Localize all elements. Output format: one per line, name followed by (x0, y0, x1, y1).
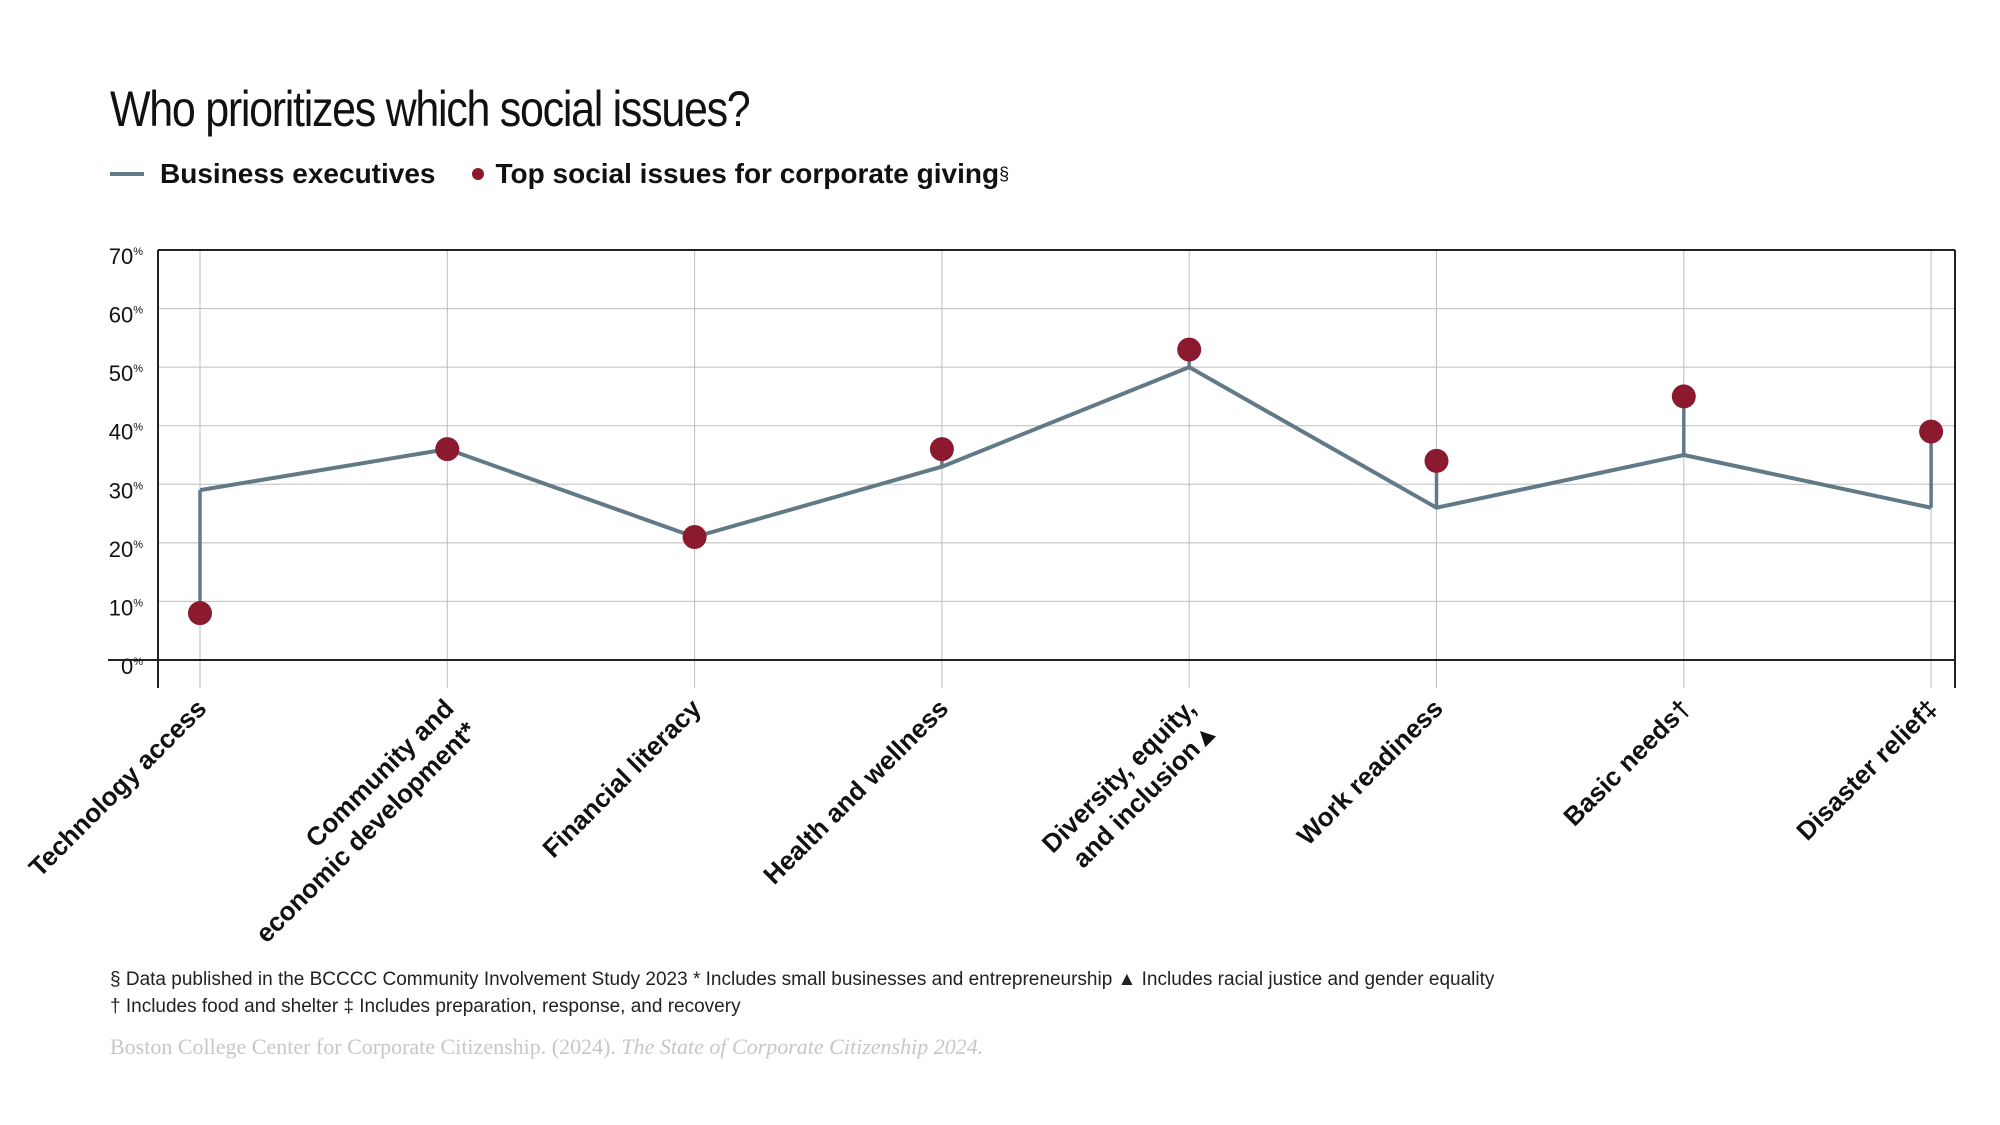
series-point-corporate-giving (929, 437, 954, 462)
source-title: The State of Corporate Citizenship 2024. (621, 1034, 984, 1059)
series-point-corporate-giving (1177, 337, 1202, 362)
footnotes: § Data published in the BCCCC Community … (110, 966, 1494, 1020)
x-category-label-line: Technology access (23, 693, 212, 882)
x-category-label: Health and wellness (757, 693, 954, 890)
x-category-label: Technology access (23, 693, 212, 882)
x-category-label: Financial literacy (536, 693, 707, 864)
x-category-label: Community andeconomic development* (227, 692, 483, 948)
y-tick-label: 0% (121, 654, 143, 679)
x-category-label-line: Work readiness (1291, 693, 1449, 851)
y-tick-label: 70% (109, 244, 143, 269)
series-point-corporate-giving (1424, 448, 1449, 473)
x-category-label-line: Disaster relief‡ (1790, 693, 1943, 846)
line-chart: 0% 10% 20% 30% 40% 50% 60% 70% Technology access… (23, 244, 1956, 948)
series-point-corporate-giving (1919, 419, 1944, 444)
series-point-corporate-giving (188, 601, 212, 626)
chart-title: Who prioritizes which social issues? (110, 81, 751, 137)
series-point-corporate-giving (435, 437, 460, 462)
y-tick-unit: % (133, 422, 143, 434)
source-citation: Boston College Center for Corporate Citi… (110, 1034, 983, 1060)
x-category-label: Diversity, equity,and inclusion▲ (1036, 693, 1224, 881)
footnote-line-1: § Data published in the BCCCC Community … (110, 969, 1495, 990)
legend-line-swatch (110, 172, 144, 176)
x-category-label: Disaster relief‡ (1790, 693, 1943, 846)
x-category-label: Work readiness (1291, 693, 1449, 851)
x-category-label: Basic needs† (1557, 693, 1696, 832)
x-category-label-line: Health and wellness (757, 693, 954, 890)
x-category-label-line: economic development* (249, 715, 482, 948)
y-tick-label: 60% (109, 303, 143, 328)
y-tick-unit: % (133, 539, 143, 551)
legend-dot-label: Top social issues for corporate giving (495, 158, 1000, 189)
legend-dot-swatch (471, 168, 484, 180)
series-line-business-executives (199, 365, 1932, 539)
y-tick-unit: % (133, 597, 143, 609)
y-tick-unit: % (133, 363, 143, 375)
legend-dot-footnote-marker: § (999, 163, 1010, 184)
y-tick-label: 30% (109, 478, 143, 503)
y-tick-unit: % (133, 305, 143, 317)
legend-line-label: Business executives (160, 158, 436, 189)
series-point-corporate-giving (1671, 384, 1696, 409)
legend: Business executives Top social issues fo… (110, 158, 1009, 190)
x-category-label-line: Financial literacy (536, 693, 707, 864)
y-tick-unit: % (133, 480, 143, 492)
source-text: Boston College Center for Corporate Citi… (110, 1034, 622, 1059)
y-tick-label: 50% (109, 361, 143, 386)
y-tick-unit: % (133, 246, 143, 258)
series-point-corporate-giving (682, 525, 707, 549)
y-tick-unit: % (133, 656, 143, 668)
footnote-line-2: † Includes food and shelter ‡ Includes p… (110, 996, 741, 1017)
y-tick-label: 20% (109, 537, 143, 562)
y-tick-label: 40% (109, 420, 143, 445)
x-category-label-line: Basic needs† (1557, 693, 1696, 832)
y-tick-label: 10% (109, 595, 143, 620)
